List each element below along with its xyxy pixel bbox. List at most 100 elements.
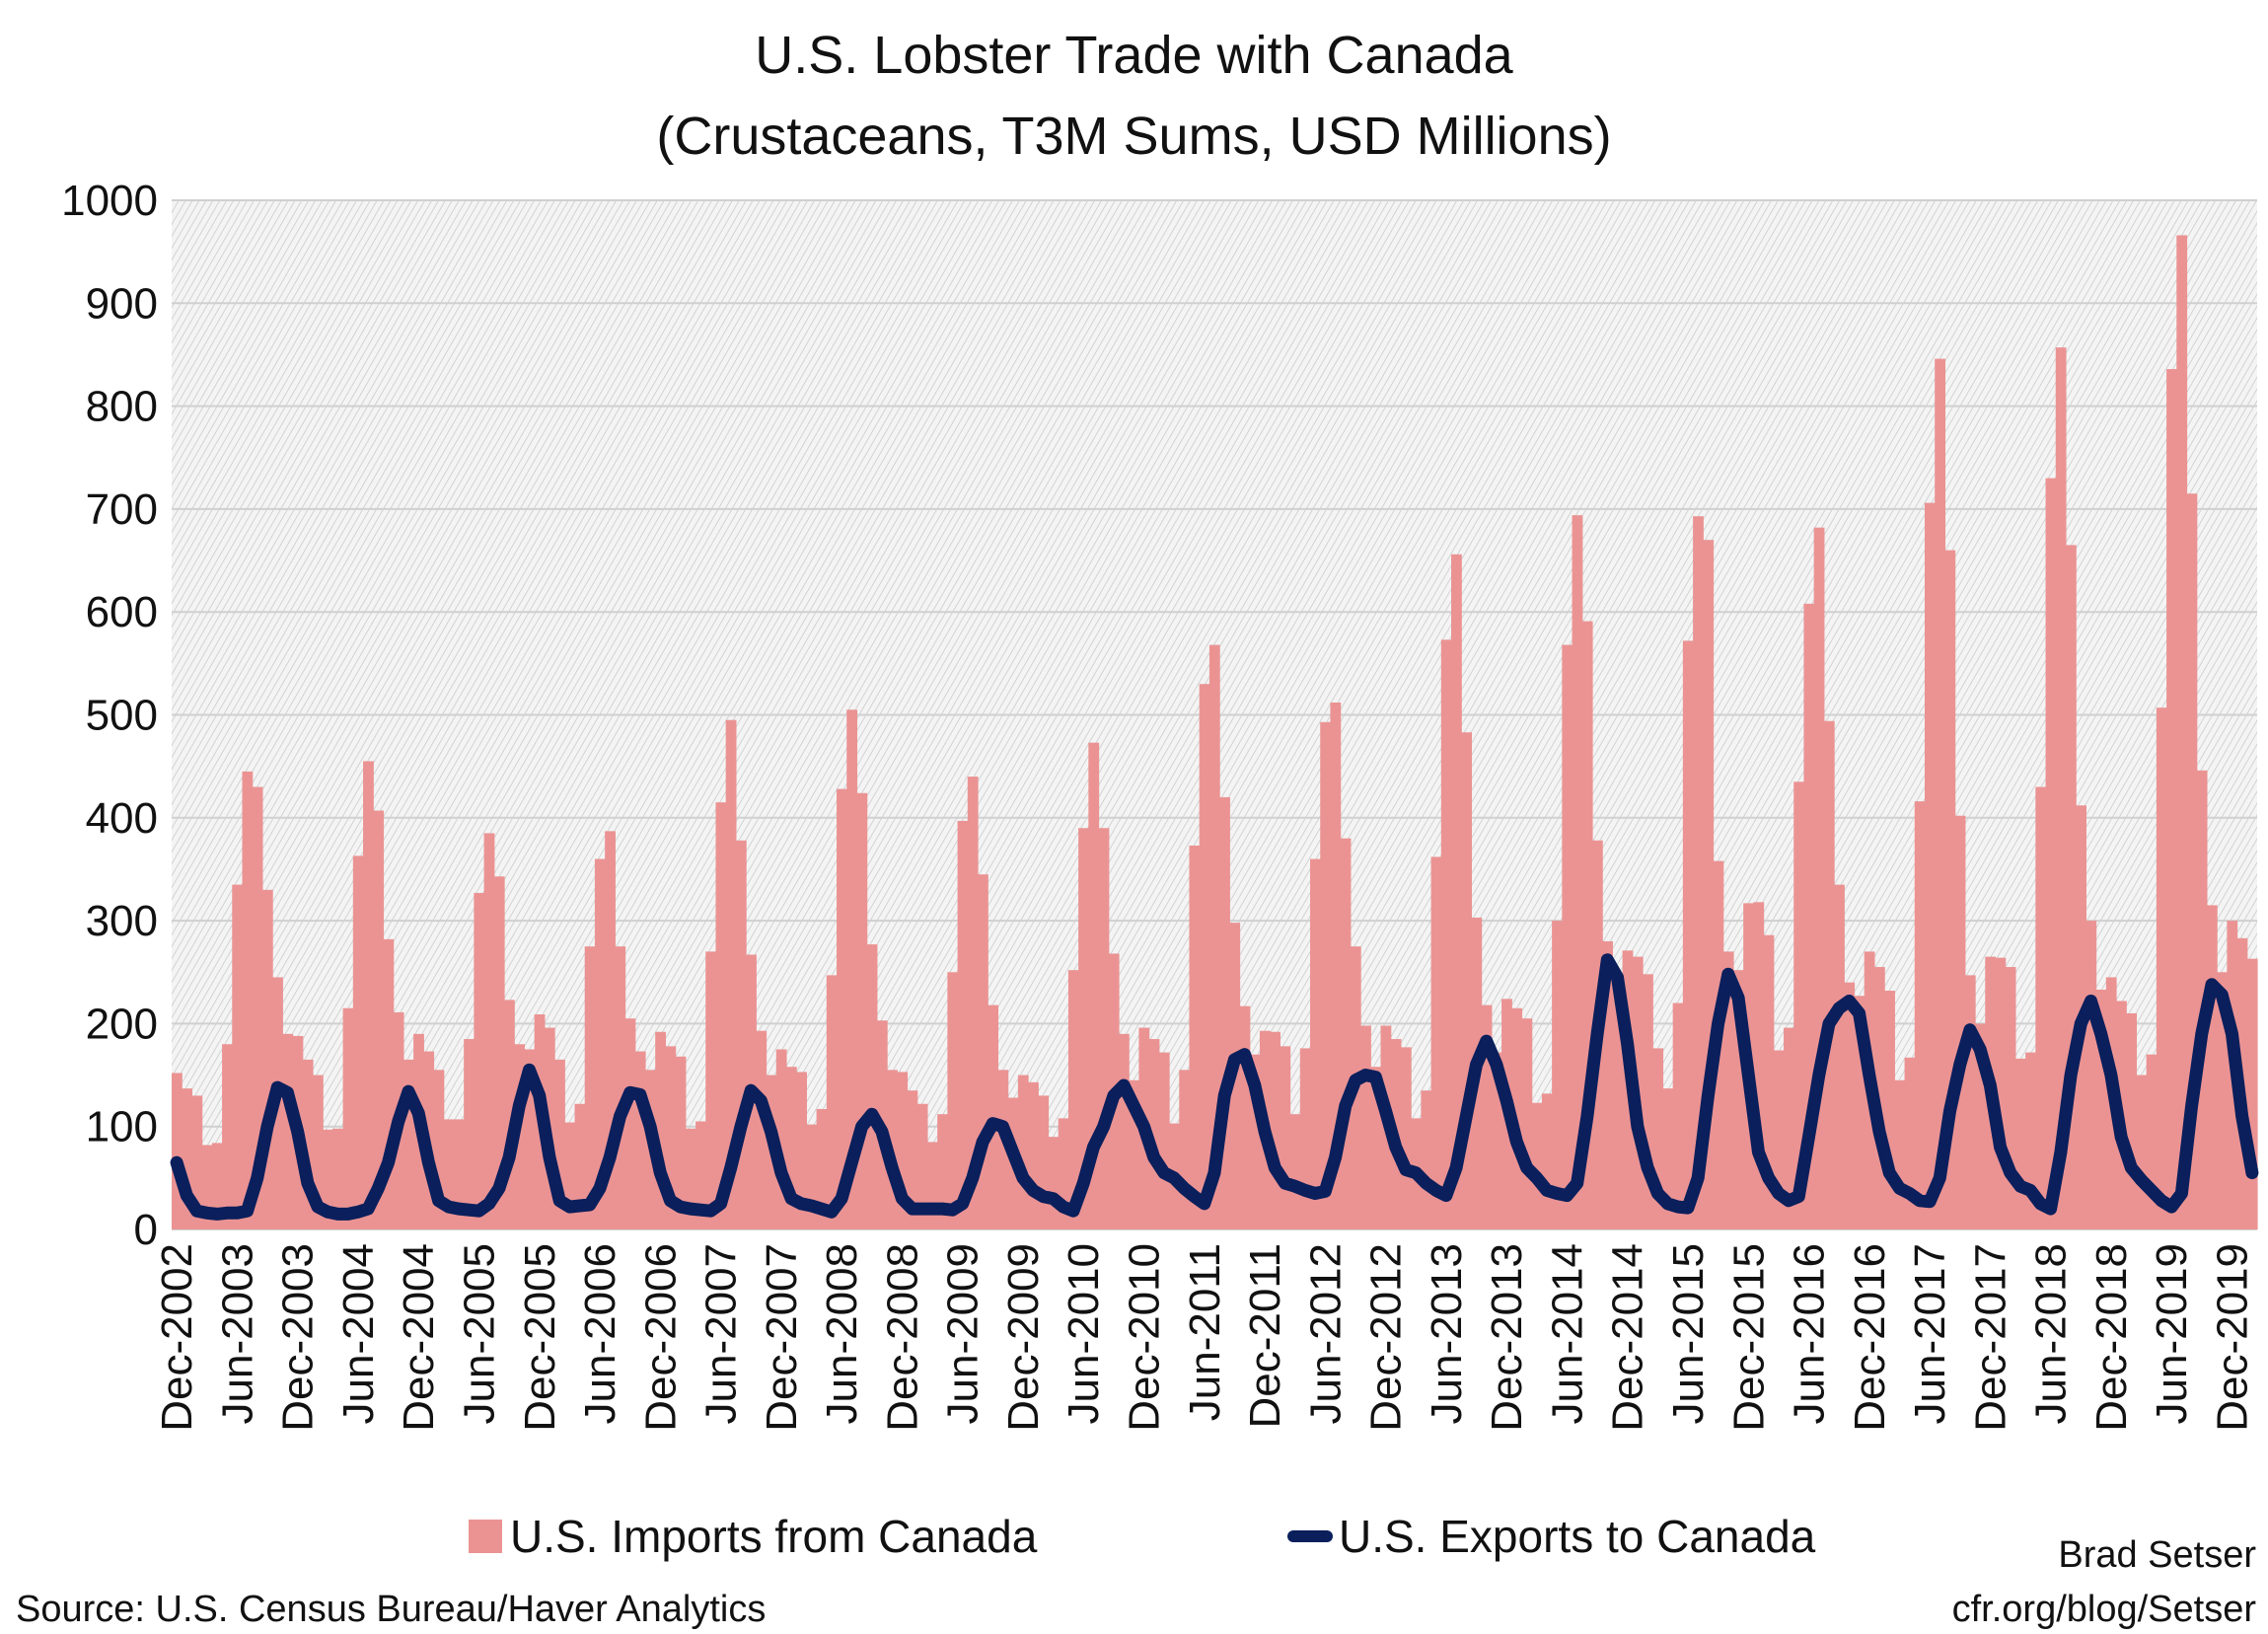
import-bar <box>1813 527 1825 1229</box>
import-bar <box>524 1049 536 1229</box>
import-bar <box>2136 1075 2148 1229</box>
import-bar <box>172 1073 183 1229</box>
x-tick-label: Dec-2013 <box>1483 1243 1531 1432</box>
import-bar <box>493 876 505 1229</box>
import-bar <box>332 1128 344 1229</box>
import-bar <box>182 1088 193 1229</box>
legend-item-imports: U.S. Imports from Canada <box>469 1510 1037 1563</box>
import-bar <box>2126 1012 2138 1229</box>
y-tick-label: 800 <box>86 383 158 431</box>
import-bar <box>1249 1054 1261 1229</box>
import-bar <box>1400 1047 1412 1229</box>
import-bar <box>947 972 959 1229</box>
import-bar <box>1823 720 1835 1229</box>
import-bar <box>665 1046 677 1229</box>
import-bar <box>1763 934 1775 1229</box>
import-bar <box>1643 974 1653 1229</box>
import-bar <box>1430 856 1442 1229</box>
x-tick-label: Dec-2002 <box>153 1243 201 1432</box>
import-bar <box>2035 786 2047 1229</box>
import-bar <box>1602 940 1613 1229</box>
import-bar <box>1038 1095 1050 1229</box>
import-bar <box>1954 815 1966 1229</box>
import-bar <box>1732 970 1744 1229</box>
import-bar <box>1481 1004 1493 1229</box>
import-bar <box>1904 1057 1916 1229</box>
import-bar <box>1440 639 1452 1229</box>
import-bar <box>574 1103 586 1229</box>
import-bar <box>806 1124 818 1229</box>
import-bar <box>796 1072 807 1229</box>
import-bar <box>775 1049 787 1229</box>
import-bar <box>1370 1067 1382 1229</box>
import-bar <box>937 1114 948 1229</box>
import-bar <box>1784 1027 1794 1229</box>
import-bar <box>846 709 858 1229</box>
import-bar <box>816 1108 828 1229</box>
import-bar <box>1239 1005 1251 1229</box>
y-tick-label: 0 <box>134 1206 158 1254</box>
legend-item-exports: U.S. Exports to Canada <box>1287 1510 1815 1563</box>
x-tick-label: Dec-2007 <box>758 1243 806 1432</box>
import-bar <box>2055 347 2067 1229</box>
x-tick-label: Jun-2012 <box>1301 1243 1350 1424</box>
import-bar <box>926 1142 938 1229</box>
import-bar <box>785 1067 797 1229</box>
import-bar <box>564 1122 576 1229</box>
source-note: Source: U.S. Census Bureau/Haver Analyti… <box>16 1589 767 1630</box>
import-bar <box>2156 707 2167 1229</box>
x-tick-label: Dec-2011 <box>1241 1243 1289 1429</box>
import-bar <box>1753 902 1765 1229</box>
x-tick-label: Dec-2017 <box>1966 1243 2014 1432</box>
import-bar <box>1682 640 1694 1229</box>
import-bar <box>735 840 747 1229</box>
exports-swatch <box>1287 1530 1333 1542</box>
import-bar <box>1722 951 1734 1229</box>
x-tick-label: Jun-2010 <box>1060 1243 1108 1424</box>
import-bar <box>1299 1048 1311 1229</box>
import-bar <box>232 884 244 1229</box>
import-bar <box>302 1059 314 1229</box>
import-bar <box>957 820 969 1229</box>
exports-line <box>170 953 2259 1221</box>
import-bar <box>1703 540 1715 1229</box>
import-bar <box>1884 991 1895 1229</box>
import-bar <box>605 831 616 1229</box>
import-bar <box>1067 970 1079 1229</box>
x-tick-label: Jun-2005 <box>455 1243 503 1424</box>
import-bar <box>1491 1052 1502 1229</box>
import-bar <box>997 1070 1009 1229</box>
url-note: cfr.org/blog/Setser <box>1951 1589 2256 1630</box>
import-bar <box>826 975 838 1229</box>
import-bar <box>1017 1075 1029 1229</box>
import-bar <box>2217 972 2228 1229</box>
import-bar <box>1148 1039 1160 1229</box>
x-tick-label: Jun-2008 <box>818 1243 866 1424</box>
import-bar <box>675 1056 687 1229</box>
import-bar <box>1360 1025 1371 1229</box>
import-bar <box>1531 1102 1543 1229</box>
x-tick-label: Jun-2006 <box>576 1243 624 1424</box>
import-bar <box>1158 1052 1170 1229</box>
import-bar <box>261 889 273 1229</box>
chart-subtitle: (Crustaceans, T3M Sums, USD Millions) <box>656 107 1612 166</box>
import-bar <box>282 1033 294 1229</box>
import-bar <box>2095 989 2107 1229</box>
import-bar <box>2166 369 2177 1229</box>
x-tick-label: Jun-2003 <box>213 1243 261 1424</box>
x-tick-label: Jun-2019 <box>2148 1243 2196 1424</box>
x-tick-label: Jun-2007 <box>697 1243 746 1424</box>
author-note: Brad Setser <box>2058 1534 2256 1576</box>
import-bar <box>1199 684 1210 1229</box>
import-bar <box>1129 1079 1140 1229</box>
import-bar <box>1541 1093 1553 1229</box>
import-bar <box>222 1044 233 1229</box>
y-tick-label: 900 <box>86 279 158 328</box>
y-tick-label: 700 <box>86 485 158 534</box>
x-tick-label: Dec-2008 <box>878 1243 926 1432</box>
x-tick-label: Dec-2016 <box>1846 1243 1894 1432</box>
import-bar <box>837 788 847 1229</box>
import-bar <box>443 1119 455 1229</box>
import-bar <box>433 1070 445 1229</box>
import-bar <box>897 1072 909 1229</box>
